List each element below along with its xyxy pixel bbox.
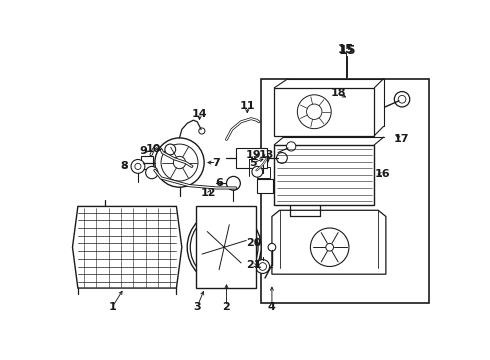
Text: 15: 15 (338, 43, 354, 56)
Bar (274, 145, 374, 205)
Circle shape (226, 176, 240, 190)
Polygon shape (272, 210, 386, 274)
Circle shape (161, 144, 198, 181)
Circle shape (165, 144, 175, 155)
Text: 17: 17 (393, 134, 409, 144)
Circle shape (257, 153, 269, 165)
Text: 14: 14 (192, 109, 207, 119)
Bar (236, 148, 267, 168)
Text: 10: 10 (146, 144, 161, 154)
Text: 3: 3 (194, 302, 201, 311)
Text: 6: 6 (215, 178, 223, 188)
Text: 4: 4 (268, 302, 276, 311)
Circle shape (199, 222, 249, 272)
Bar (257, 167, 270, 178)
Bar (257, 180, 272, 193)
Text: 18: 18 (330, 88, 346, 98)
Circle shape (268, 243, 276, 251)
Bar (261, 78, 429, 303)
Circle shape (190, 213, 258, 281)
Circle shape (256, 260, 270, 274)
Circle shape (276, 153, 287, 163)
Circle shape (398, 95, 406, 103)
Text: 7: 7 (213, 158, 220, 167)
Circle shape (311, 228, 349, 266)
Polygon shape (73, 206, 182, 288)
Circle shape (131, 159, 145, 173)
Circle shape (135, 163, 141, 170)
Polygon shape (274, 88, 374, 136)
Text: 15: 15 (339, 44, 356, 57)
Text: 19: 19 (245, 150, 261, 160)
Text: 16: 16 (374, 169, 390, 179)
Text: 21: 21 (245, 260, 261, 270)
Circle shape (146, 166, 158, 179)
Text: 11: 11 (240, 101, 255, 111)
Circle shape (394, 91, 410, 107)
Text: 1: 1 (109, 302, 117, 311)
Circle shape (173, 156, 186, 169)
Text: 9: 9 (139, 146, 147, 156)
Circle shape (326, 243, 334, 251)
Circle shape (222, 245, 226, 249)
Text: 5: 5 (249, 158, 257, 167)
Circle shape (287, 142, 296, 151)
Text: 12: 12 (201, 188, 217, 198)
Circle shape (187, 210, 261, 284)
Text: 2: 2 (222, 302, 230, 311)
Bar (196, 206, 256, 288)
Circle shape (252, 166, 263, 177)
Circle shape (297, 95, 331, 129)
Bar (141, 156, 153, 169)
Circle shape (259, 263, 267, 270)
Text: 8: 8 (120, 161, 128, 171)
Circle shape (155, 138, 204, 187)
Circle shape (199, 128, 205, 134)
Text: 20: 20 (246, 238, 261, 248)
Circle shape (307, 104, 322, 120)
Circle shape (260, 156, 266, 162)
Circle shape (219, 242, 229, 253)
Text: 13: 13 (259, 150, 274, 160)
